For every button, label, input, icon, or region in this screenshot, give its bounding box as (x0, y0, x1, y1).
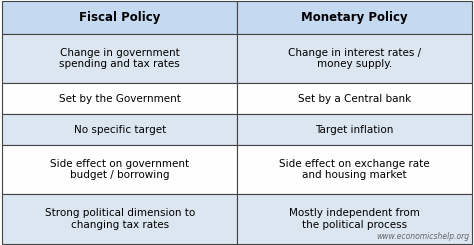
Bar (237, 114, 472, 145)
Text: Change in government
spending and tax rates: Change in government spending and tax ra… (59, 48, 180, 70)
Bar (2, 194, 237, 244)
Text: Set by the Government: Set by the Government (59, 94, 181, 104)
Text: www.economicshelp.org: www.economicshelp.org (376, 232, 469, 241)
Text: Side effect on government
budget / borrowing: Side effect on government budget / borro… (50, 159, 189, 180)
Text: Strong political dimension to
changing tax rates: Strong political dimension to changing t… (45, 208, 195, 230)
Text: Mostly independent from
the political process: Mostly independent from the political pr… (289, 208, 420, 230)
Text: Fiscal Policy: Fiscal Policy (79, 11, 160, 24)
Bar (2, 114, 237, 145)
Text: Target inflation: Target inflation (315, 124, 393, 135)
Text: Set by a Central bank: Set by a Central bank (298, 94, 411, 104)
Bar (237, 34, 472, 83)
Bar (2, 145, 237, 194)
Bar (237, 83, 472, 114)
Bar (2, 34, 237, 83)
Bar (237, 145, 472, 194)
Text: No specific target: No specific target (73, 124, 166, 135)
Bar (237, 1, 472, 34)
Text: Monetary Policy: Monetary Policy (301, 11, 408, 24)
Bar (2, 83, 237, 114)
Text: Change in interest rates /
money supply.: Change in interest rates / money supply. (288, 48, 421, 70)
Bar (2, 1, 237, 34)
Bar (237, 194, 472, 244)
Text: Side effect on exchange rate
and housing market: Side effect on exchange rate and housing… (279, 159, 429, 180)
